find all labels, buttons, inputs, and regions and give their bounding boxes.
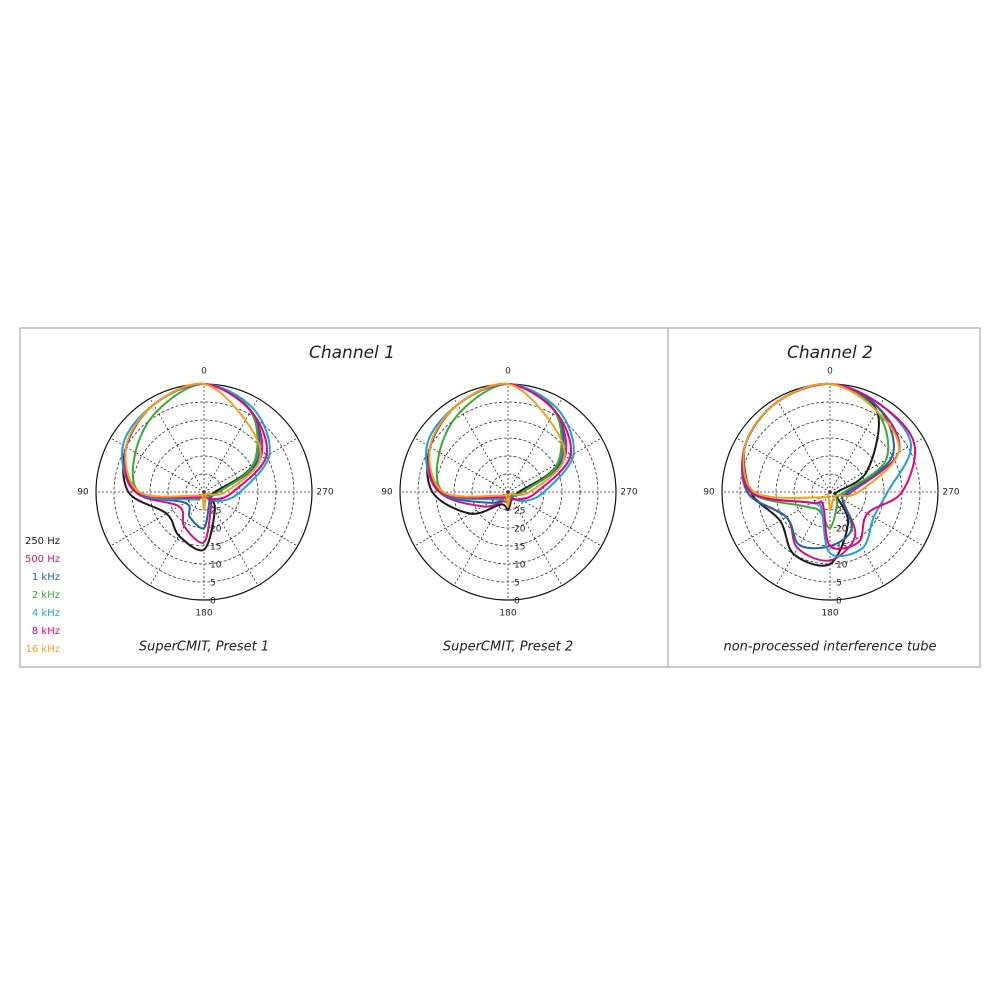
theta-tick-label: 0 [201, 367, 207, 377]
theta-tick-label: 270 [620, 488, 637, 498]
panel-title: Channel 1 [309, 343, 395, 363]
grid-ring [489, 473, 527, 511]
caption: SuperCMIT, Preset 1 [139, 640, 269, 655]
polar-line [124, 382, 264, 544]
polar-line [428, 382, 566, 508]
polar-line [124, 382, 262, 512]
legend-label: 250 Hz [25, 536, 60, 547]
caption: non-processed interference tube [723, 640, 936, 655]
polar-line [742, 382, 880, 567]
r-tick-label: 5 [514, 579, 520, 589]
r-tick-label: 0 [836, 597, 842, 607]
legend-label: 2 kHz [32, 590, 60, 601]
polar-line [742, 382, 900, 512]
r-tick-label: 0 [210, 597, 216, 607]
r-tick-label: 20 [210, 525, 222, 535]
theta-tick-label: 180 [821, 609, 838, 619]
theta-tick-label: 0 [505, 367, 511, 377]
r-tick-label: 15 [514, 543, 525, 553]
r-tick-label: 5 [836, 579, 842, 589]
r-tick-label: 0 [514, 597, 520, 607]
grid-ring [113, 401, 295, 583]
spoke [507, 491, 602, 547]
panel-title: Channel 2 [787, 343, 873, 363]
legend-label: 4 kHz [32, 608, 60, 619]
legend-label: 500 Hz [25, 554, 60, 565]
spoke [203, 491, 298, 547]
grid-ring [185, 473, 223, 511]
legend-label: 8 kHz [32, 626, 60, 637]
caption: SuperCMIT, Preset 2 [443, 640, 573, 655]
r-tick-label: 10 [514, 561, 526, 571]
r-tick-label: 25 [836, 507, 847, 517]
grid-ring [435, 419, 581, 565]
theta-tick-label: 180 [499, 609, 516, 619]
theta-tick-label: 180 [195, 609, 212, 619]
grid-ring [739, 401, 921, 583]
frame [19, 327, 981, 668]
grid-ring [131, 419, 277, 565]
grid-ring [775, 437, 885, 547]
theta-tick-label: 90 [703, 488, 715, 498]
r-tick-label: 25 [514, 507, 525, 517]
theta-tick-label: 90 [77, 488, 89, 498]
grid-ring [417, 401, 599, 583]
r-tick-label: 10 [210, 561, 222, 571]
polar-line [123, 382, 261, 530]
r-tick-label: 20 [514, 525, 526, 535]
r-tick-label: 20 [836, 525, 848, 535]
legend-label: 16 kHz [26, 644, 60, 655]
theta-tick-label: 270 [942, 488, 959, 498]
grid-ring [453, 437, 563, 547]
theta-tick-label: 270 [316, 488, 333, 498]
r-tick-label: 10 [836, 561, 848, 571]
r-tick-label: 15 [210, 543, 221, 553]
theta-tick-label: 0 [827, 367, 833, 377]
grid-ring [149, 437, 259, 547]
legend-label: 1 kHz [32, 572, 60, 583]
r-tick-label: 25 [210, 507, 221, 517]
theta-tick-label: 90 [381, 488, 393, 498]
r-tick-label: 5 [210, 579, 216, 589]
